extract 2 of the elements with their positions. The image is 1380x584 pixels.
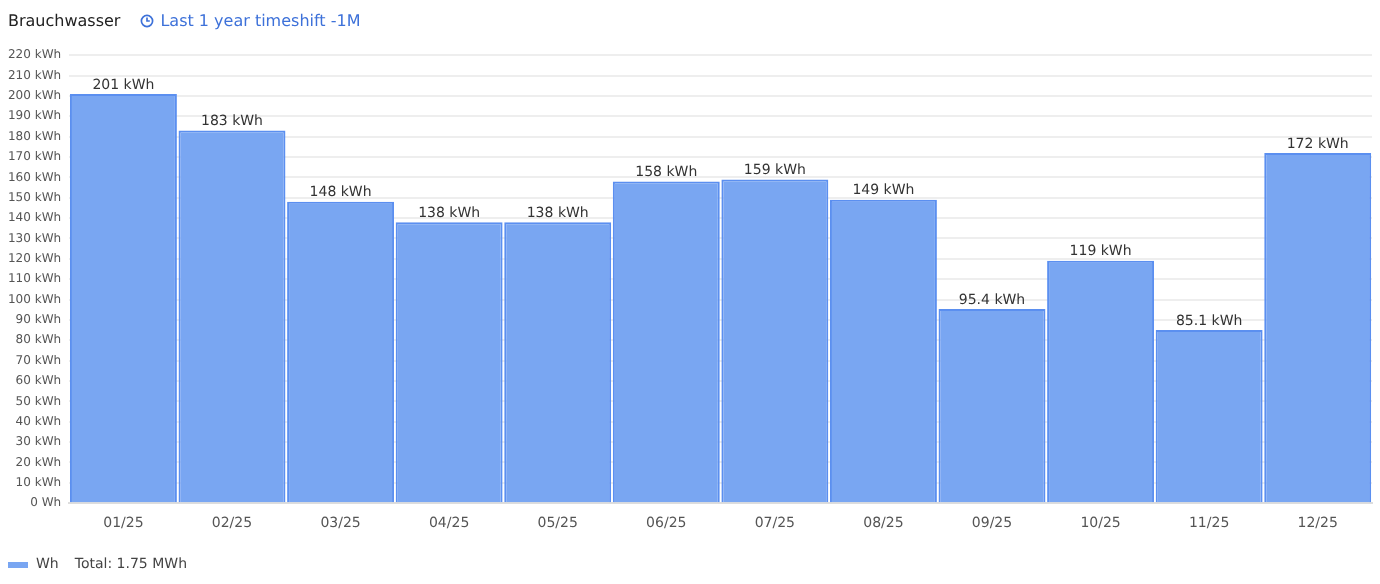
chart-subtitle: Last 1 year timeshift -1M [160, 11, 361, 29]
chart-title: Brauchwasser [8, 11, 121, 29]
